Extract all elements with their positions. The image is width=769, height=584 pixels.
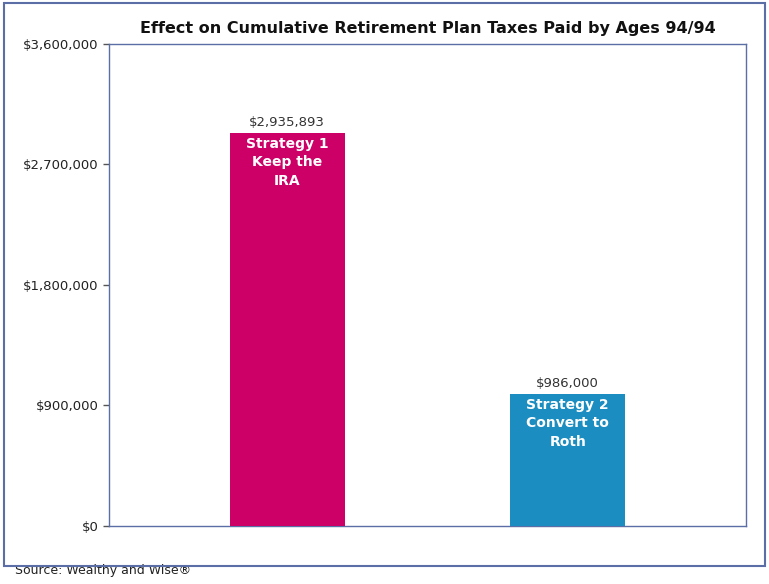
- Text: Strategy 2
Convert to
Roth: Strategy 2 Convert to Roth: [526, 398, 609, 449]
- Text: Strategy 1
Keep the
IRA: Strategy 1 Keep the IRA: [246, 137, 328, 187]
- Text: Source: Wealthy and Wise®: Source: Wealthy and Wise®: [15, 564, 191, 577]
- Bar: [230, 133, 345, 526]
- Title: Effect on Cumulative Retirement Plan Taxes Paid by Ages 94/94: Effect on Cumulative Retirement Plan Tax…: [140, 21, 715, 36]
- Text: $986,000: $986,000: [536, 377, 599, 390]
- Text: $2,935,893: $2,935,893: [249, 116, 325, 129]
- Bar: [511, 394, 625, 526]
